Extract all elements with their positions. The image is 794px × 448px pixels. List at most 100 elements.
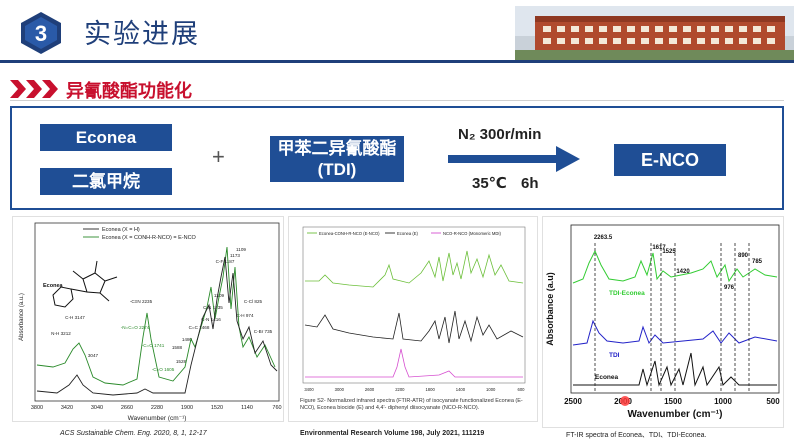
- p3-blue-spectrum: [572, 319, 778, 346]
- econea-structure-drawing: [52, 260, 118, 308]
- slide-header: 3 实验进展: [0, 0, 794, 63]
- product-enco: E-NCO: [614, 144, 726, 176]
- p3-peak-label: 976: [724, 285, 735, 291]
- p1-ylabel: Absorbance (a.u.): [19, 293, 25, 341]
- p3-xtick-label: 500: [766, 397, 780, 406]
- panel2-figure-note: Figure S2- Normalized infrared spectra (…: [300, 398, 523, 411]
- p1-peak-label: C-H 974: [236, 313, 254, 318]
- p2-green-spectrum: [305, 250, 524, 288]
- p1-xtick-label: 3040: [91, 405, 103, 411]
- p1-legend: Econea (X = H) Econea (X = CONH-R-NCO) =…: [83, 227, 197, 241]
- p2-xtick-label: 1800: [425, 387, 435, 392]
- reactant-tdi: 甲苯二异氰酸酯 (TDI): [270, 136, 404, 182]
- p1-xtick-label: 2280: [151, 405, 163, 411]
- p3-peak-label: 785: [752, 259, 763, 265]
- ftir-chart-2: Econea-CONH-R-NCO (E-NCO) Econea (E) NCO…: [302, 226, 526, 392]
- p3-green-spectrum: [572, 249, 778, 284]
- p2-xtick-label: 600: [518, 387, 526, 392]
- p3-series-econea: Econea: [595, 374, 619, 381]
- p2-legend-1: Econea (E): [397, 231, 419, 236]
- p1-peak-label: N-H 3212: [51, 331, 71, 336]
- panel2-caption: Environmental Research Volume 198, July …: [300, 430, 485, 437]
- p3-series-tdi: TDI: [609, 352, 620, 359]
- condition-atmosphere-speed: N₂ 300r/min: [458, 126, 542, 143]
- p1-xtick-label: 1520: [211, 405, 223, 411]
- p3-xlabel: Wavenumber (cm⁻¹): [628, 409, 723, 420]
- p3-xtick-label: 1000: [714, 397, 732, 406]
- campus-building-image: [515, 6, 794, 60]
- panel3-caption: FT-IR spectra of Econea、TDI、TDI-Econea.: [566, 432, 707, 439]
- p2-legend-2: NCO-R-NCO (Monomeric MDI): [443, 231, 502, 236]
- p3-peak-label: 1617: [652, 245, 666, 251]
- p1-peak-label: C=C 1468: [189, 325, 210, 330]
- p1-peak-label: C-Br 735: [254, 329, 273, 334]
- p1-legend-1: Econea (X = CONH-R-NCO) = E-NCO: [102, 235, 197, 241]
- solvent-dichloromethane: 二氯甲烷: [40, 168, 172, 195]
- p2-legend-0: Econea-CONH-R-NCO (E-NCO): [319, 231, 380, 236]
- header-divider: [0, 60, 794, 63]
- p1-peak-label: 1109: [236, 247, 246, 252]
- p1-xtick-label: 2660: [121, 405, 133, 411]
- p1-peak-label: 1480: [182, 337, 193, 342]
- p2-xtick-label: 1400: [456, 387, 466, 392]
- p1-xtick-label: 1900: [181, 405, 193, 411]
- p2-xticks: 3400 3000 2600 2200 1800 1400 1000 600: [304, 387, 525, 392]
- p3-series-tdi-econea: TDI-Econea: [609, 290, 645, 297]
- p1-peak-label: C-Cl 825: [244, 299, 263, 304]
- p1-peak-label: 1173: [230, 253, 240, 258]
- p2-xtick-label: 2600: [365, 387, 375, 392]
- p2-black-spectrum: [304, 310, 524, 344]
- p1-peak-label: -C≡N 2235: [130, 299, 153, 304]
- spectrum-panel-literature-1: Absorbance (a.u.) Wavenumber (cm⁻¹) Econ…: [12, 216, 284, 422]
- p1-black-spectrum: [36, 256, 278, 396]
- condition-temp-time: 35℃ 6h: [472, 175, 539, 192]
- p3-peak-label: 1525: [662, 249, 676, 255]
- ftir-chart-1: Absorbance (a.u.) Wavenumber (cm⁻¹) Econ…: [19, 222, 282, 422]
- section-number-badge: 3: [21, 12, 61, 54]
- p1-peak-label: 3047: [88, 353, 99, 358]
- reaction-scheme-box: Econea 二氯甲烷 + 甲苯二异氰酸酯 (TDI) N₂ 300r/min …: [10, 106, 784, 210]
- ftir-chart-3: Absorbance (a.u) Wavenumber (cm⁻¹) 2263.…: [545, 224, 780, 420]
- p1-xticks: 3800 3420 3040 2660 2280 1900 1520 1140 760: [31, 405, 282, 411]
- p3-peak-label: 890: [738, 253, 749, 259]
- p3-xtick-label: 2500: [564, 397, 582, 406]
- p1-peak-label: C-H 3147: [65, 315, 85, 320]
- plus-sign: +: [212, 144, 225, 169]
- p3-peak-label: 2263.5: [594, 235, 613, 241]
- panel1-caption: ACS Sustainable Chem. Eng. 2020, 8, 1, 1…: [60, 430, 207, 437]
- p3-black-spectrum: [573, 352, 777, 387]
- p1-xtick-label: 3800: [31, 405, 43, 411]
- p1-xtick-label: 3420: [61, 405, 73, 411]
- p2-magenta-spectrum: [305, 348, 523, 378]
- p2-xtick-label: 1000: [486, 387, 496, 392]
- tdi-abbrev: (TDI): [317, 160, 357, 179]
- reactant-econea: Econea: [40, 124, 172, 151]
- subtitle-divider: [10, 100, 784, 101]
- p1-peak-label: -C=O 1741: [142, 343, 165, 348]
- p1-compound-label: Econea: [43, 283, 64, 289]
- p1-legend-0: Econea (X = H): [102, 227, 140, 233]
- p2-xtick-label: 3400: [304, 387, 314, 392]
- chevron-arrows-icon: [10, 80, 58, 98]
- p1-xtick-label: 760: [272, 405, 281, 411]
- p2-xtick-label: 2200: [395, 387, 405, 392]
- p1-peak-label: 1588: [172, 345, 183, 350]
- p2-xtick-label: 3000: [335, 387, 345, 392]
- section-title: 实验进展: [84, 19, 200, 49]
- spectrum-panel-literature-2: Econea-CONH-R-NCO (E-NCO) Econea (E) NCO…: [288, 216, 538, 422]
- p1-xlabel: Wavenumber (cm⁻¹): [128, 415, 187, 422]
- tdi-name: 甲苯二异氰酸酯: [277, 139, 397, 158]
- p1-peak-label: 1528: [176, 359, 187, 364]
- subtitle-text: 异氰酸酯功能化: [66, 81, 192, 101]
- cursor-pointer-dot: [620, 396, 630, 406]
- p1-peak-label: -N=C=O 2274: [121, 325, 150, 330]
- p3-xticks: 2500200015001000500: [564, 397, 780, 406]
- p1-green-spectrum: [36, 246, 276, 386]
- section-number: 3: [35, 21, 47, 46]
- p3-peak-label: 1420: [676, 269, 690, 275]
- p3-peak-markers: [594, 243, 750, 391]
- reaction-arrow-icon: [448, 146, 580, 172]
- spectrum-panel-experimental: Absorbance (a.u) Wavenumber (cm⁻¹) 2263.…: [542, 216, 784, 428]
- p2-legend: Econea-CONH-R-NCO (E-NCO) Econea (E) NCO…: [307, 231, 502, 236]
